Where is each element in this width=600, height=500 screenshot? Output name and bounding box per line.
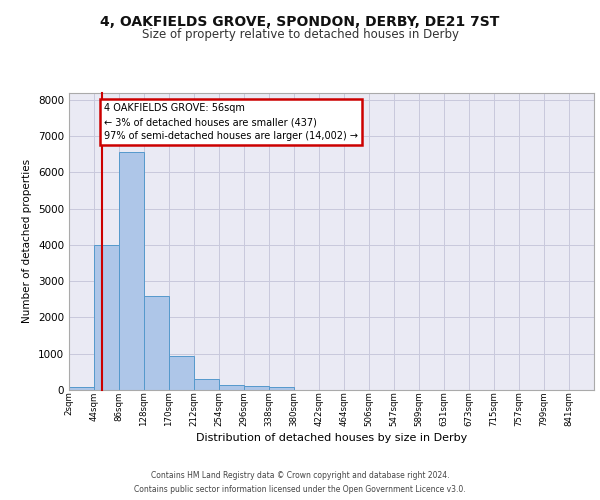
Text: Contains HM Land Registry data © Crown copyright and database right 2024.
Contai: Contains HM Land Registry data © Crown c…	[134, 472, 466, 494]
Bar	[219, 386, 244, 390]
Y-axis label: Number of detached properties: Number of detached properties	[22, 159, 32, 324]
Bar	[144, 296, 169, 390]
X-axis label: Distribution of detached houses by size in Derby: Distribution of detached houses by size …	[196, 433, 467, 443]
Bar	[269, 388, 294, 390]
Text: 4, OAKFIELDS GROVE, SPONDON, DERBY, DE21 7ST: 4, OAKFIELDS GROVE, SPONDON, DERBY, DE21…	[100, 15, 500, 29]
Bar	[69, 388, 94, 390]
Bar	[194, 379, 219, 390]
Bar	[119, 152, 144, 390]
Text: Size of property relative to detached houses in Derby: Size of property relative to detached ho…	[142, 28, 458, 41]
Bar	[244, 386, 269, 390]
Bar	[94, 245, 119, 390]
Bar	[169, 356, 194, 390]
Text: 4 OAKFIELDS GROVE: 56sqm
← 3% of detached houses are smaller (437)
97% of semi-d: 4 OAKFIELDS GROVE: 56sqm ← 3% of detache…	[104, 104, 358, 142]
